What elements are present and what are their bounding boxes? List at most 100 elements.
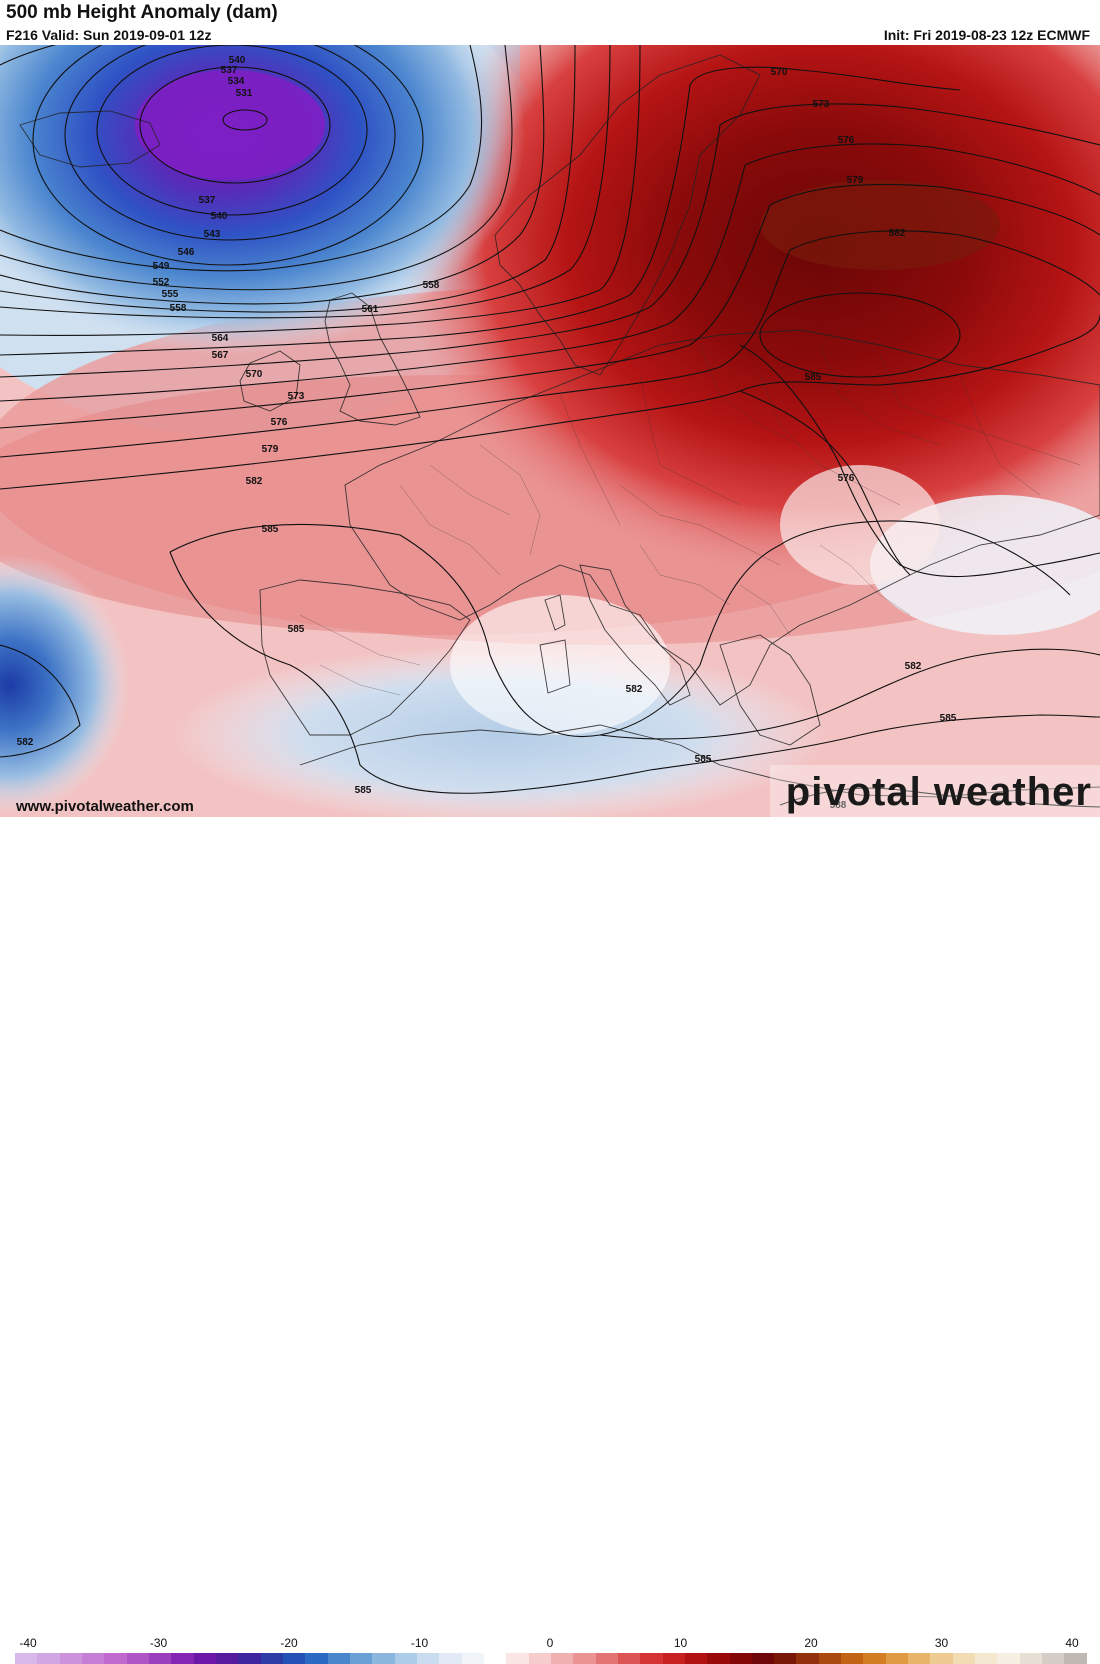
colorbar-ticks: -40 -30 -20 -10 0 10 20 30 40 <box>0 1634 1100 1650</box>
colorbar-swatches <box>15 1653 1087 1664</box>
colorbar-tick-label: 10 <box>673 1636 688 1650</box>
colorbar-swatch <box>305 1653 328 1664</box>
colorbar-swatch <box>238 1653 261 1664</box>
colorbar-tick-label: -20 <box>280 1636 298 1650</box>
colorbar-tick-label: -30 <box>149 1636 168 1650</box>
contour-label: 549 <box>153 261 170 272</box>
contour-label: 585 <box>262 524 279 535</box>
contour-label: 552 <box>153 277 170 288</box>
colorbar-swatch <box>327 1653 350 1664</box>
colorbar-swatch <box>595 1653 618 1664</box>
colorbar-swatch <box>461 1653 484 1664</box>
contour-label: 576 <box>271 417 288 428</box>
contour-label: 537 <box>199 195 216 206</box>
colorbar-swatch <box>818 1653 842 1664</box>
contour-label: 582 <box>889 228 906 239</box>
colorbar-swatch <box>260 1653 283 1664</box>
colorbar-tick-label: -40 <box>19 1636 37 1650</box>
contour-label: 543 <box>204 229 221 240</box>
contour-label: 585 <box>288 624 305 635</box>
colorbar-swatch <box>1019 1653 1043 1664</box>
colorbar-swatch <box>841 1653 864 1664</box>
colorbar-swatch <box>952 1653 976 1664</box>
header-bar: 500 mb Height Anomaly (dam) F216 Valid: … <box>0 0 1100 45</box>
colorbar-tick-label: 20 <box>804 1636 818 1650</box>
colorbar-swatch <box>997 1653 1020 1664</box>
contour-label: 540 <box>211 211 228 222</box>
contour-label: 585 <box>940 713 957 724</box>
contour-label: 582 <box>246 476 263 487</box>
contour-label: 540 <box>229 55 246 66</box>
colorbar-swatch <box>126 1653 149 1664</box>
contour-label: 534 <box>228 76 245 87</box>
colorbar-swatch <box>37 1653 60 1664</box>
contour-label: 585 <box>355 785 372 796</box>
colorbar-tick-label: -10 <box>410 1636 429 1650</box>
contour-label: 531 <box>236 88 253 99</box>
colorbar-swatch <box>707 1653 730 1664</box>
colorbar-swatch <box>573 1653 596 1664</box>
colorbar-swatch <box>282 1653 306 1664</box>
contour-label: 576 <box>838 473 855 484</box>
contour-label: 585 <box>805 372 822 383</box>
contour-label: 546 <box>178 247 195 258</box>
colorbar-swatch <box>1042 1653 1065 1664</box>
colorbar-swatch <box>729 1653 752 1664</box>
colorbar-swatch <box>930 1653 953 1664</box>
contour-label: 588 <box>830 800 847 811</box>
colorbar-swatch <box>550 1653 574 1664</box>
colorbar-tick-label: 30 <box>934 1636 949 1650</box>
brand-logo: pivotal weather <box>785 770 1092 814</box>
contour-label: 573 <box>813 99 830 110</box>
init-time: Init: Fri 2019-08-23 12z ECMWF <box>883 27 1090 43</box>
contour-label: 555 <box>162 289 179 300</box>
colorbar-swatch <box>662 1653 685 1664</box>
contour-label: 576 <box>838 135 855 146</box>
contour-label: 537 <box>221 65 238 76</box>
colorbar-swatch <box>751 1653 775 1664</box>
colorbar-swatch <box>15 1653 38 1664</box>
contour-label: 585 <box>695 754 712 765</box>
contour-label: 570 <box>246 369 263 380</box>
site-url: www.pivotalweather.com <box>16 798 194 815</box>
contour-label: 558 <box>170 303 187 314</box>
colorbar-tick-label: 40 <box>1065 1636 1079 1650</box>
contour-label: 582 <box>17 737 34 748</box>
colorbar-swatch <box>684 1653 708 1664</box>
colorbar-swatch <box>215 1653 239 1664</box>
colorbar-swatch <box>774 1653 797 1664</box>
contour-label: 567 <box>212 350 229 361</box>
contour-label: 561 <box>362 304 379 315</box>
colorbar-swatch <box>349 1653 373 1664</box>
colorbar-swatch <box>1064 1653 1087 1664</box>
colorbar: -40 -30 -20 -10 0 10 20 30 40 <box>0 817 1100 1664</box>
colorbar-swatch <box>796 1653 819 1664</box>
colorbar-swatch <box>863 1653 886 1664</box>
contour-label: 582 <box>905 661 922 672</box>
colorbar-swatch <box>885 1653 909 1664</box>
colorbar-swatch <box>372 1653 395 1664</box>
colorbar-swatch <box>81 1653 105 1664</box>
colorbar-swatch <box>528 1653 551 1664</box>
map-title: 500 mb Height Anomaly (dam) <box>6 2 278 23</box>
colorbar-swatch <box>617 1653 641 1664</box>
contour-label: 579 <box>847 175 864 186</box>
colorbar-swatch <box>506 1653 529 1664</box>
colorbar-swatch <box>483 1653 507 1664</box>
colorbar-swatch <box>908 1653 931 1664</box>
colorbar-swatch <box>975 1653 998 1664</box>
weather-map[interactable]: 540 537 534 531 537 540 543 546 549 552 555 558 558 5… <box>0 45 1100 817</box>
valid-time: F216 Valid: Sun 2019-09-01 12z <box>6 27 212 43</box>
colorbar-swatch <box>171 1653 194 1664</box>
colorbar-swatch <box>104 1653 127 1664</box>
colorbar-tick-label: 0 <box>546 1636 554 1650</box>
contour-label: 579 <box>262 444 279 455</box>
colorbar-swatch <box>148 1653 172 1664</box>
colorbar-swatch <box>439 1653 462 1664</box>
colorbar-swatch <box>394 1653 417 1664</box>
colorbar-swatch <box>193 1653 216 1664</box>
colorbar-swatch <box>640 1653 663 1664</box>
contour-label: 582 <box>626 684 643 695</box>
contour-label: 564 <box>212 333 229 344</box>
contour-label: 558 <box>423 280 440 291</box>
